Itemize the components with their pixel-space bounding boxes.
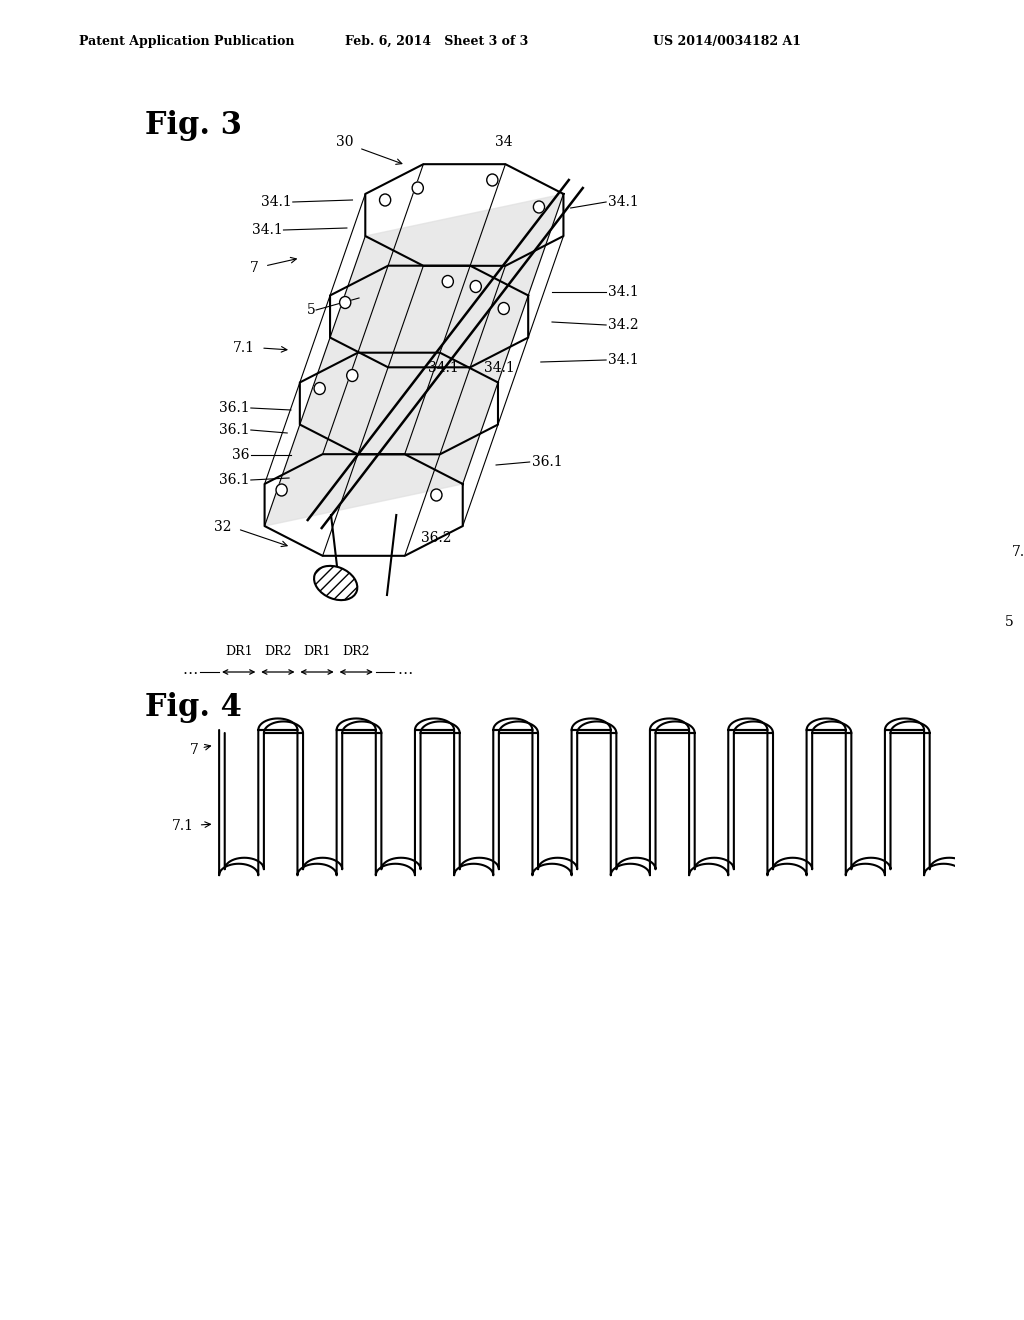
Circle shape [380, 194, 391, 206]
Circle shape [347, 370, 357, 381]
Text: …: … [182, 663, 198, 677]
Text: 34.1: 34.1 [484, 360, 515, 375]
Circle shape [498, 302, 509, 314]
Text: 32: 32 [214, 520, 231, 535]
Text: 36.1: 36.1 [219, 422, 250, 437]
Text: Patent Application Publication: Patent Application Publication [79, 36, 295, 48]
Text: 5: 5 [1006, 615, 1014, 630]
Text: DR2: DR2 [264, 645, 292, 657]
Circle shape [486, 174, 498, 186]
Text: 34.1: 34.1 [261, 195, 292, 209]
Text: 5: 5 [306, 304, 315, 317]
Text: 30: 30 [336, 135, 353, 149]
Text: DR1: DR1 [225, 645, 253, 657]
Circle shape [470, 281, 481, 293]
Text: 34: 34 [495, 135, 512, 149]
Text: Fig. 4: Fig. 4 [144, 692, 242, 723]
Circle shape [412, 182, 423, 194]
Text: Feb. 6, 2014   Sheet 3 of 3: Feb. 6, 2014 Sheet 3 of 3 [345, 36, 528, 48]
Text: 36.1: 36.1 [219, 473, 250, 487]
Text: 7.1: 7.1 [232, 341, 255, 355]
Text: 36.1: 36.1 [531, 455, 562, 469]
Ellipse shape [314, 566, 357, 601]
Text: 34.2: 34.2 [608, 318, 639, 333]
Circle shape [534, 201, 545, 213]
Text: …: … [397, 663, 413, 677]
Circle shape [442, 276, 454, 288]
Text: 34.1: 34.1 [428, 360, 459, 375]
Text: 7: 7 [189, 743, 199, 756]
Text: 36.2: 36.2 [422, 531, 452, 545]
Circle shape [276, 484, 287, 496]
Text: DR1: DR1 [303, 645, 331, 657]
Text: 34.1: 34.1 [608, 195, 639, 209]
Text: 34.1: 34.1 [252, 223, 283, 238]
Text: 36: 36 [232, 447, 250, 462]
Circle shape [340, 297, 351, 309]
Text: 34.1: 34.1 [608, 352, 639, 367]
Text: 7.2: 7.2 [1012, 545, 1024, 558]
Text: 7.1: 7.1 [172, 818, 194, 833]
Circle shape [431, 488, 442, 502]
Text: 7: 7 [250, 261, 259, 275]
Text: DR2: DR2 [342, 645, 370, 657]
Text: 36.1: 36.1 [219, 401, 250, 414]
Polygon shape [264, 194, 563, 527]
Text: Fig. 3: Fig. 3 [144, 110, 242, 141]
Text: 34.1: 34.1 [608, 285, 639, 300]
Circle shape [314, 383, 326, 395]
Text: US 2014/0034182 A1: US 2014/0034182 A1 [652, 36, 801, 48]
